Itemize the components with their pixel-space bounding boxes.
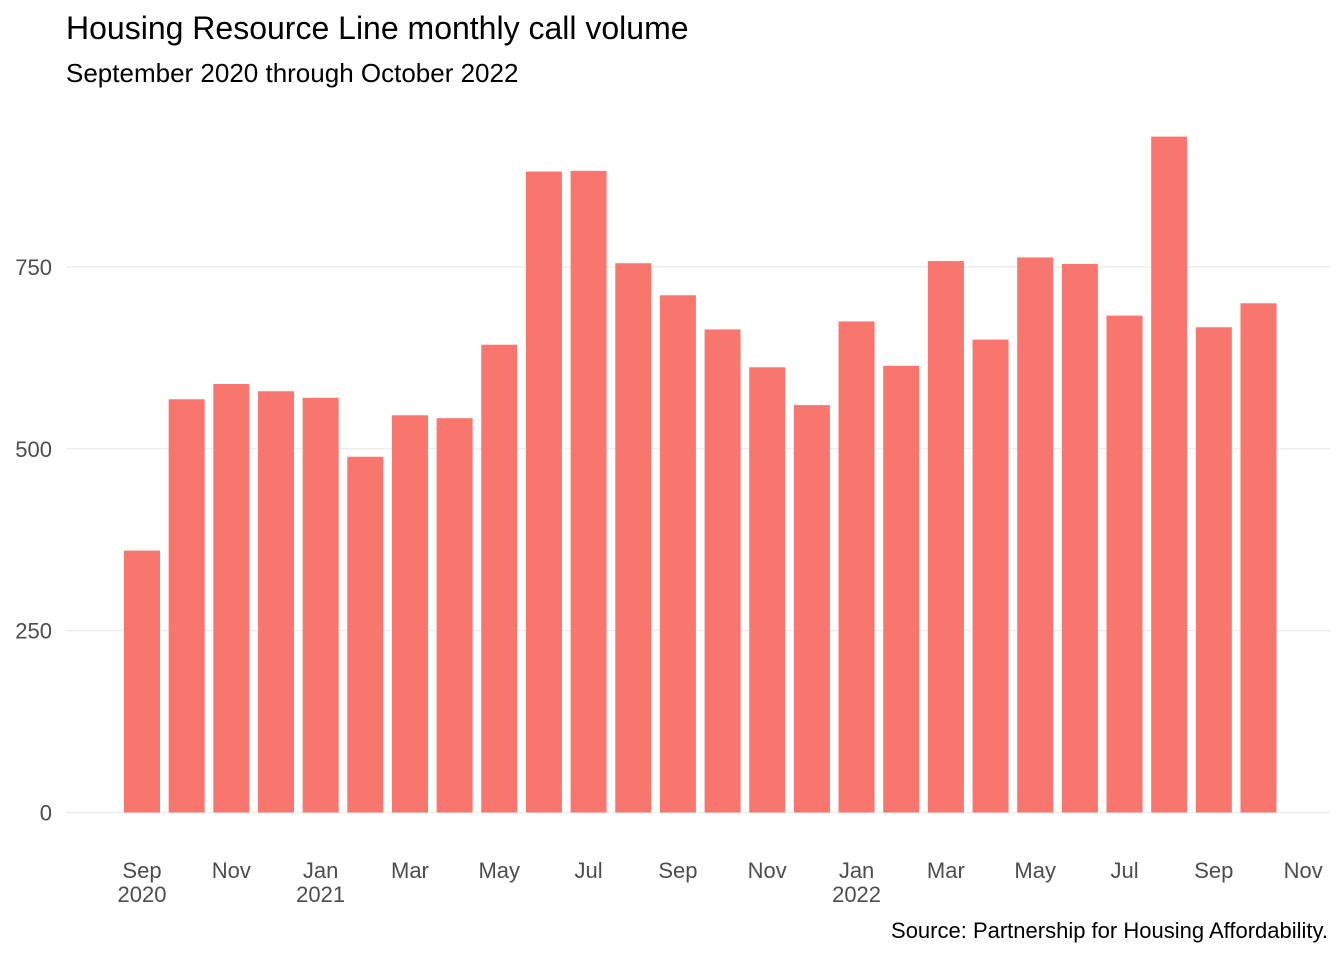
- x-tick-label: May: [478, 858, 520, 883]
- y-tick-label: 500: [15, 437, 52, 462]
- bar-2022-09: [1195, 327, 1232, 813]
- y-axis-ticks: 0 250 500 750: [15, 255, 52, 826]
- bar-2021-07: [570, 170, 607, 813]
- x-tick-label: May: [1014, 858, 1056, 883]
- bar-2021-10: [704, 329, 741, 813]
- bar-2020-09: [124, 550, 160, 813]
- bar-2020-12: [257, 391, 294, 813]
- bar-2020-11: [213, 384, 250, 813]
- bar-2022-06: [1061, 263, 1098, 813]
- bar-2021-02: [347, 456, 384, 813]
- bar-2021-06: [525, 171, 562, 813]
- x-tick-label: Sep: [1194, 858, 1233, 883]
- bar-2020-10: [168, 399, 205, 813]
- x-tick-label: Jul: [1110, 858, 1138, 883]
- x-tick-label: Sep: [658, 858, 697, 883]
- bar-2022-01: [838, 321, 875, 813]
- bar-2022-05: [1017, 257, 1054, 813]
- bar-2022-03: [927, 261, 964, 813]
- x-tick-year-label: 2022: [832, 882, 881, 907]
- chart-title: Housing Resource Line monthly call volum…: [66, 10, 689, 46]
- x-tick-label: Nov: [748, 858, 787, 883]
- bar-2021-09: [659, 295, 696, 813]
- bar-2022-02: [883, 365, 920, 813]
- bar-2022-04: [972, 339, 1009, 813]
- x-tick-year-label: 2021: [296, 882, 345, 907]
- y-tick-label: 0: [40, 801, 52, 826]
- chart-caption: Source: Partnership for Housing Affordab…: [891, 918, 1328, 943]
- bar-2022-08: [1151, 136, 1188, 813]
- y-tick-label: 250: [15, 619, 52, 644]
- x-tick-label: Nov: [212, 858, 251, 883]
- bar-2021-04: [436, 418, 473, 813]
- x-tick-label: Mar: [927, 858, 965, 883]
- bar-2021-05: [481, 344, 518, 813]
- bar-2022-10: [1240, 303, 1277, 813]
- bar-2022-07: [1106, 315, 1143, 813]
- x-tick-label: Jan: [303, 858, 338, 883]
- x-tick-label: Jul: [575, 858, 603, 883]
- bar-2021-03: [391, 415, 428, 813]
- x-tick-label: Sep: [122, 858, 161, 883]
- bar-2021-12: [793, 405, 830, 813]
- chart-subtitle: September 2020 through October 2022: [66, 58, 519, 88]
- x-tick-year-label: 2020: [118, 882, 167, 907]
- bars: [124, 136, 1277, 813]
- y-tick-label: 750: [15, 255, 52, 280]
- x-tick-label: Nov: [1284, 858, 1323, 883]
- bar-2021-01: [302, 397, 339, 813]
- bar-2021-08: [615, 263, 652, 813]
- x-tick-label: Jan: [839, 858, 874, 883]
- x-tick-label: Mar: [391, 858, 429, 883]
- bar-2021-11: [749, 367, 786, 813]
